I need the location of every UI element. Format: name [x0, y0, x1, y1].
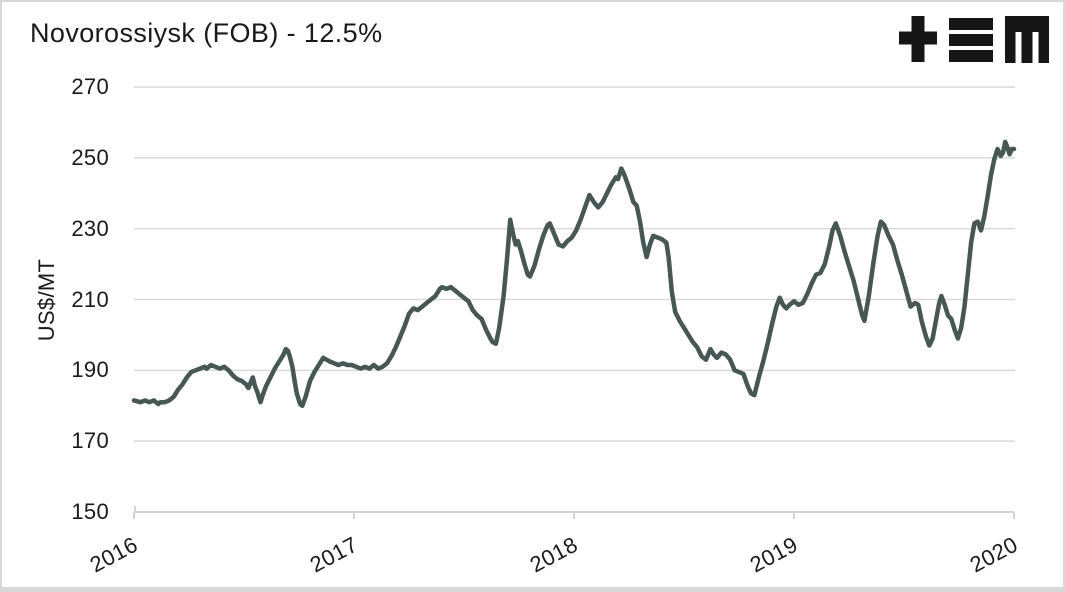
- y-tick-label: 150: [71, 499, 109, 524]
- logo-e-glyph: [949, 18, 993, 62]
- tem-logo: [899, 16, 1049, 63]
- chart-title: Novorossiysk (FOB) - 12.5%: [30, 18, 383, 48]
- y-tick-label: 190: [71, 357, 109, 383]
- logo-m-glyph: [1005, 16, 1049, 63]
- y-tick-label: 250: [71, 144, 109, 170]
- price-series-line: [131, 139, 1017, 409]
- y-tick-label: 170: [71, 428, 109, 454]
- y-tick-label: 270: [71, 74, 109, 99]
- y-tick-label: 210: [71, 286, 109, 312]
- logo-plus-glyph: [899, 16, 937, 62]
- y-tick-label: 230: [71, 215, 109, 241]
